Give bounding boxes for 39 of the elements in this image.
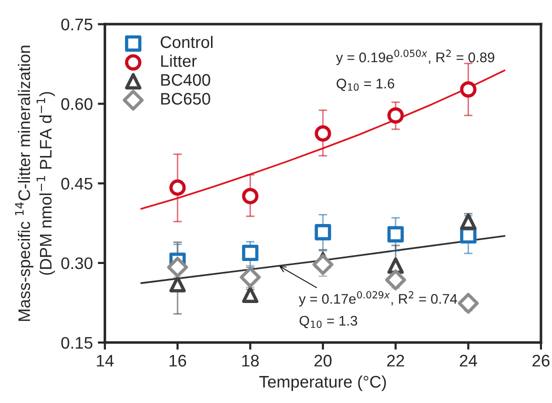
point xyxy=(460,213,476,230)
x-tick-label: 22 xyxy=(387,354,404,366)
legend-label: Litter xyxy=(161,54,197,67)
legend-label: BC400 xyxy=(161,74,210,86)
x-tick-label: 18 xyxy=(242,354,259,367)
point xyxy=(387,226,404,242)
y-tick-label: 0.60 xyxy=(61,98,92,110)
y-tick-label: 0.45 xyxy=(61,178,92,190)
x-axis-title: Temperature (°C) xyxy=(259,375,386,391)
point xyxy=(314,125,332,142)
annotation: Q$_{10}$ = 1.3 xyxy=(300,316,358,328)
y-tick-label: 0.30 xyxy=(61,257,92,270)
point xyxy=(387,107,404,124)
point xyxy=(242,286,258,303)
legend-label: BC650 xyxy=(161,92,210,105)
y-tick-label: 0.75 xyxy=(61,18,92,30)
point xyxy=(312,254,334,275)
point xyxy=(314,224,332,240)
legend-label: Control xyxy=(160,36,212,48)
annotation: Q$_{10}$ = 1.6 xyxy=(336,78,394,91)
point xyxy=(167,256,188,278)
point xyxy=(458,292,479,314)
point xyxy=(240,266,261,288)
point xyxy=(169,179,186,196)
x-tick-label: 20 xyxy=(314,354,332,367)
point xyxy=(169,276,186,292)
point xyxy=(242,188,258,204)
y-tick-label: 0.15 xyxy=(61,336,92,349)
x-tick-label: 14 xyxy=(96,354,114,366)
line-series xyxy=(140,70,506,210)
point xyxy=(385,270,406,290)
x-tick-label: 24 xyxy=(460,354,478,366)
point xyxy=(460,81,476,98)
annotation: y = 0.17e$^{0.029x}$, R$^{2}$ = 0.74 xyxy=(298,291,458,307)
y-axis-title: Mass-specific $^{14}$C-litter mineralization (DPM nmol$^{−1}$ PLFA d$^{−1}$) xyxy=(15,46,55,321)
x-tick-label: 16 xyxy=(170,354,186,367)
annotation: y = 0.19e$^{0.050x}$, R$^{2}$ = 0.89 xyxy=(336,50,494,66)
point xyxy=(242,244,258,262)
x-tick-label: 26 xyxy=(532,354,550,367)
